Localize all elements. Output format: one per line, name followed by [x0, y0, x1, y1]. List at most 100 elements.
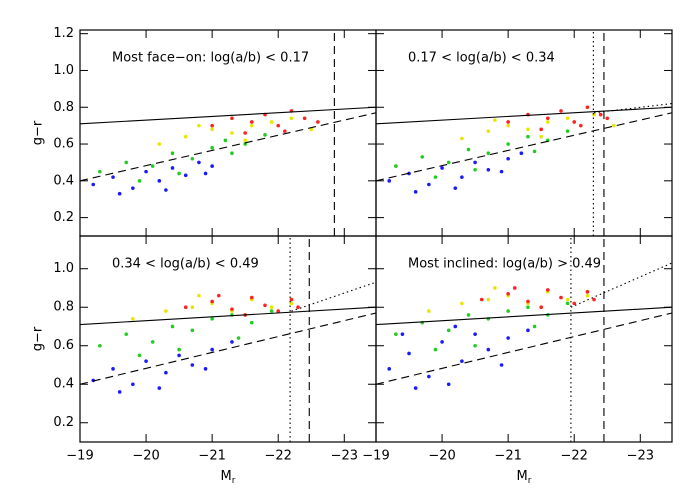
- y-tick-label: 1.0: [53, 261, 74, 276]
- reference-line: [375, 306, 673, 326]
- point: [486, 347, 491, 352]
- point: [572, 301, 577, 306]
- point: [486, 151, 491, 156]
- y-axis-label: g−r: [31, 120, 46, 145]
- point: [243, 138, 247, 143]
- reference-line: [375, 106, 673, 125]
- panel: 0.17 < log(a/b) < 0.34: [375, 29, 673, 237]
- point: [506, 291, 510, 296]
- point: [592, 297, 596, 302]
- point: [131, 186, 135, 190]
- reference-line: [79, 306, 377, 326]
- x-tick-label: −19: [66, 449, 93, 464]
- point: [394, 164, 398, 168]
- x-tick-label: −20: [132, 449, 159, 464]
- point: [539, 134, 543, 139]
- y-tick-label: 0.2: [53, 415, 74, 430]
- point: [124, 160, 129, 165]
- point: [466, 313, 471, 317]
- point: [585, 290, 590, 294]
- point: [539, 127, 543, 132]
- point: [413, 386, 418, 390]
- y-tick-label: 0.8: [53, 300, 74, 315]
- point: [460, 175, 464, 179]
- point: [164, 309, 168, 313]
- point: [197, 160, 201, 165]
- point: [210, 164, 214, 168]
- point: [230, 131, 234, 135]
- reference-line: [79, 106, 377, 125]
- point: [545, 120, 550, 124]
- point: [427, 374, 431, 379]
- point: [197, 123, 201, 128]
- x-tick-label: −21: [198, 449, 225, 464]
- reference-line: [570, 262, 673, 308]
- panel: 0.2 0.4 0.6 0.8 1.0 1.2 Most face−on: log(a/b)…: [31, 26, 377, 237]
- point: [170, 324, 175, 329]
- reference-line: [375, 112, 673, 182]
- point: [91, 182, 96, 187]
- point: [427, 309, 431, 313]
- x-tick-label: −23: [331, 449, 358, 464]
- point: [210, 316, 214, 321]
- point: [183, 305, 188, 310]
- x-tick-label: −23: [627, 449, 654, 464]
- point: [473, 332, 477, 336]
- point: [144, 359, 148, 363]
- point: [249, 320, 254, 325]
- point: [177, 347, 181, 352]
- point: [506, 336, 510, 340]
- point: [243, 131, 247, 135]
- point: [230, 116, 234, 121]
- point: [170, 166, 175, 170]
- reference-line: [375, 312, 673, 385]
- point: [585, 105, 590, 110]
- point: [539, 305, 543, 310]
- point: [190, 305, 195, 310]
- point: [506, 123, 510, 128]
- point: [263, 133, 267, 137]
- point: [117, 191, 122, 196]
- point: [565, 129, 570, 133]
- point: [230, 151, 234, 156]
- point: [296, 305, 300, 310]
- point: [269, 309, 274, 313]
- point: [526, 127, 530, 132]
- point: [572, 120, 577, 124]
- point: [210, 145, 214, 150]
- point: [473, 167, 477, 172]
- point: [565, 116, 570, 121]
- point: [249, 123, 254, 128]
- point: [210, 347, 214, 352]
- point: [526, 134, 530, 139]
- point: [460, 359, 464, 363]
- point: [223, 138, 228, 143]
- point: [506, 120, 510, 124]
- point: [387, 367, 392, 371]
- point: [387, 179, 392, 183]
- point: [137, 353, 142, 358]
- point: [170, 151, 175, 156]
- point: [131, 316, 135, 321]
- point: [453, 324, 458, 329]
- point: [177, 353, 181, 358]
- point: [98, 169, 102, 174]
- point: [433, 347, 438, 352]
- point: [526, 328, 530, 333]
- point: [612, 123, 616, 128]
- point: [316, 120, 320, 124]
- point: [210, 299, 214, 304]
- y-tick-label: 0.8: [53, 100, 74, 115]
- point: [413, 190, 418, 194]
- x-tick-label: −22: [264, 449, 291, 464]
- point: [512, 286, 517, 290]
- point: [289, 297, 294, 302]
- panel-annotation: Most face−on: log(a/b) < 0.17: [112, 51, 309, 66]
- point: [526, 305, 530, 310]
- point: [499, 169, 504, 174]
- point: [466, 147, 471, 152]
- point: [263, 303, 267, 308]
- point: [460, 301, 464, 306]
- point: [473, 343, 477, 348]
- point: [216, 293, 221, 298]
